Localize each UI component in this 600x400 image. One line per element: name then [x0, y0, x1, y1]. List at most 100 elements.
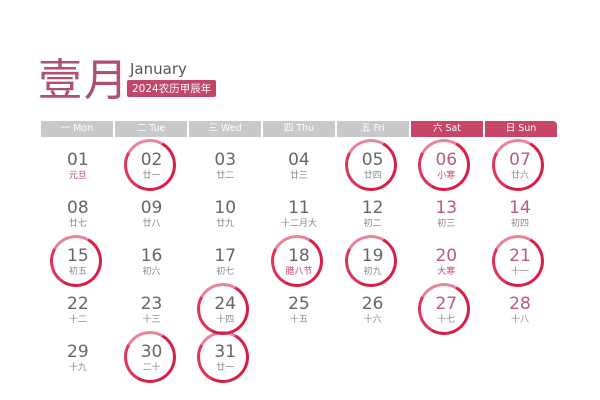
lunar-date: 廿一: [216, 363, 235, 373]
day-cell[interactable]: 10 廿九: [188, 188, 262, 236]
week-row: 15 初五 16 初六 17 初七 18 腊八节 19 初九 20 大寒 21 十一: [41, 229, 557, 293]
weekday-fri: 五 Fri: [337, 121, 409, 137]
day-cell[interactable]: 12 初二: [336, 188, 410, 236]
lunar-date: 廿九: [216, 219, 235, 229]
lunar-date: 十七: [437, 315, 456, 325]
day-number: 28: [509, 294, 531, 314]
lunar-date: 十二: [68, 315, 87, 325]
week-row: 08 廿七 09 廿八 10 廿九 11 十二月大 12 初二 13 初三 14 初四: [41, 188, 557, 236]
weekday-sat: 六 Sat: [411, 121, 483, 137]
day-number: 27: [435, 294, 458, 314]
day-number: 02: [140, 150, 163, 170]
day-number: 04: [288, 150, 310, 170]
day-number: 21: [509, 246, 531, 266]
lunar-date: 腊八节: [285, 267, 313, 277]
day-cell[interactable]: 14 初四: [483, 188, 557, 236]
lunar-date: 元旦: [68, 171, 87, 181]
day-number: 30: [140, 342, 163, 362]
day-cell[interactable]: 07 廿六: [483, 133, 557, 197]
week-row: 22 十二 23 十三 24 十四 25 十五 26 十六 27 十七 28 十八: [41, 277, 557, 341]
day-number: 17: [214, 246, 237, 266]
day-cell[interactable]: 09 廿八: [115, 188, 189, 236]
lunar-date: 初九: [363, 267, 382, 277]
lunar-date: 初六: [142, 267, 161, 277]
day-number: 19: [361, 246, 384, 266]
lunar-date: 初三: [437, 219, 456, 229]
lunar-date: 廿一: [142, 171, 161, 181]
day-number: 08: [67, 198, 89, 218]
day-number: 31: [214, 342, 237, 362]
weekday-tue: 二 Tue: [115, 121, 187, 137]
day-number: 29: [67, 342, 89, 362]
day-number: 05: [361, 150, 384, 170]
day-cell[interactable]: 24 十四: [188, 277, 262, 341]
day-number: 01: [67, 150, 89, 170]
day-cell[interactable]: 04 廿三: [262, 140, 336, 188]
lunar-date: 十六: [363, 315, 382, 325]
empty-cell: [483, 332, 557, 380]
day-number: 06: [435, 150, 458, 170]
lunar-date: 初五: [68, 267, 87, 277]
day-cell[interactable]: 01 元旦: [41, 140, 115, 188]
lunar-date: 初二: [363, 219, 382, 229]
lunar-date: 廿六: [510, 171, 529, 181]
day-cell[interactable]: 15 初五: [41, 229, 115, 293]
day-cell[interactable]: 25 十五: [262, 284, 336, 332]
lunar-date: 廿八: [142, 219, 161, 229]
day-cell[interactable]: 20 大寒: [409, 236, 483, 284]
lunar-date: 二十: [142, 363, 161, 373]
day-number: 18: [288, 246, 310, 266]
lunar-date: 十五: [289, 315, 308, 325]
lunar-date: 十九: [68, 363, 87, 373]
weekday-thu: 四 Thu: [263, 121, 335, 137]
day-number: 23: [140, 294, 163, 314]
week-row: 01 元旦 02 廿一 03 廿二 04 廿三 05 廿四 06 小寒 07 廿六: [41, 133, 557, 197]
weekday-sun: 日 Sun: [485, 121, 557, 137]
lunar-date: 廿三: [289, 171, 308, 181]
empty-cell: [336, 332, 410, 380]
lunar-date: 十八: [510, 315, 529, 325]
empty-cell: [409, 332, 483, 380]
day-cell[interactable]: 19 初九: [336, 229, 410, 293]
day-number: 16: [140, 246, 163, 266]
lunar-date: 十四: [216, 315, 235, 325]
day-cell[interactable]: 02 廿一: [115, 133, 189, 197]
day-number: 07: [509, 150, 531, 170]
day-number: 09: [140, 198, 163, 218]
day-cell[interactable]: 16 初六: [115, 236, 189, 284]
empty-cell: [262, 332, 336, 380]
day-number: 14: [509, 198, 531, 218]
day-cell[interactable]: 26 十六: [336, 284, 410, 332]
month-title-chinese: 壹月: [38, 55, 130, 106]
day-cell[interactable]: 05 廿四: [336, 133, 410, 197]
lunar-date: 初七: [216, 267, 235, 277]
day-cell[interactable]: 06 小寒: [409, 133, 483, 197]
day-cell[interactable]: 22 十二: [41, 284, 115, 332]
lunar-date: 小寒: [437, 171, 456, 181]
lunar-date: 廿二: [216, 171, 235, 181]
day-cell[interactable]: 13 初三: [409, 188, 483, 236]
weekday-wed: 三 Wed: [189, 121, 261, 137]
day-cell[interactable]: 30 二十: [115, 325, 189, 389]
weekday-mon: 一 Mon: [41, 121, 113, 137]
day-number: 15: [67, 246, 89, 266]
month-title-english: January: [130, 60, 187, 78]
day-cell[interactable]: 29 十九: [41, 332, 115, 380]
day-cell[interactable]: 08 廿七: [41, 188, 115, 236]
lunar-date: 十一: [510, 267, 529, 277]
day-cell[interactable]: 31 廿一: [188, 325, 262, 389]
day-cell[interactable]: 03 廿二: [188, 140, 262, 188]
day-number: 20: [435, 246, 458, 266]
day-number: 26: [361, 294, 384, 314]
day-cell[interactable]: 21 十一: [483, 229, 557, 293]
day-cell[interactable]: 17 初七: [188, 236, 262, 284]
day-cell[interactable]: 23 十三: [115, 284, 189, 332]
day-cell[interactable]: 28 十八: [483, 284, 557, 332]
day-cell[interactable]: 18 腊八节: [262, 229, 336, 293]
day-number: 12: [361, 198, 384, 218]
lunar-date: 十二月大: [280, 219, 317, 229]
day-cell[interactable]: 11 十二月大: [262, 188, 336, 236]
day-cell[interactable]: 27 十七: [409, 277, 483, 341]
calendar-grid: 01 元旦 02 廿一 03 廿二 04 廿三 05 廿四 06 小寒 07 廿六 08 廿七 09 廿八 10 廿九…: [41, 133, 557, 389]
